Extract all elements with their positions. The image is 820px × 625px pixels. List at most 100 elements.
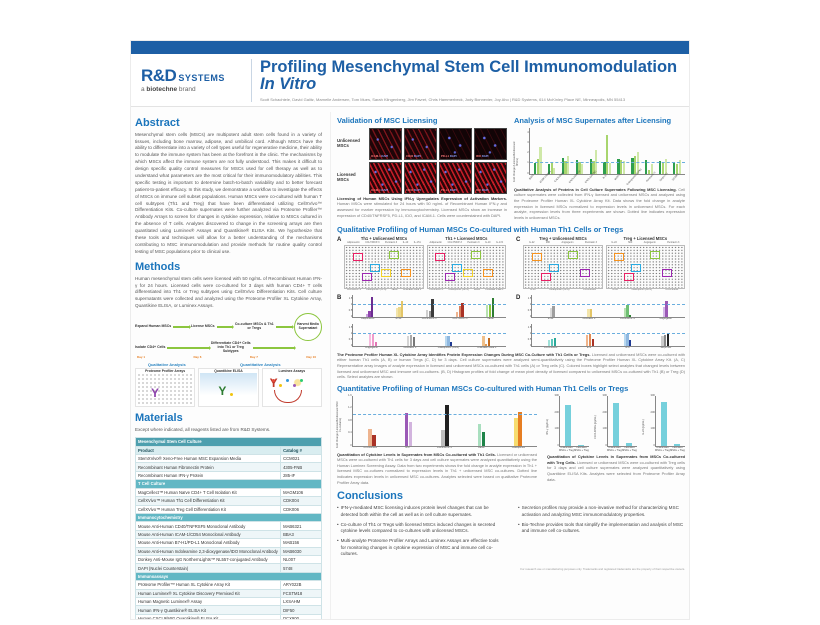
arrow-icon	[252, 344, 297, 351]
counterstain-name: DAPI	[413, 154, 421, 159]
catalog-cell: FCSTM18	[280, 588, 322, 599]
table-row: CellXVivo™ Human Treg Cell Differentiati…	[134, 504, 322, 514]
bar	[634, 156, 637, 174]
bar-group	[463, 424, 499, 446]
table-row: Recombinant Human Fibronectin Protein 430…	[134, 462, 322, 472]
bar	[401, 300, 404, 318]
x-label: Adiponectin	[361, 317, 375, 321]
bar	[514, 417, 518, 446]
bar-group	[500, 411, 536, 446]
counterstain-name: DAPI	[449, 154, 457, 159]
bar	[488, 304, 491, 318]
analyte-label: Adiponectin	[347, 241, 360, 245]
chart-plot: 0 100 200 300	[651, 394, 685, 447]
elisa-mini-chart: IL-22 (pg/mL) 0 100 200 300 Unlicensed MSCs +…	[642, 394, 685, 452]
bar	[664, 334, 667, 346]
quantitative-analysis-label: Quantitative Analysis	[240, 361, 281, 367]
analyte-labels-top: IL-22 MIF Angiogenin Pentraxin 3	[606, 241, 685, 245]
x-label: CCL7/MCP-3	[452, 317, 468, 321]
chart-main: 0 0.4 0.8 1.2 1.6 CXCL9/MIG IL-6 CCL2/MCP-1 VEGF…	[344, 394, 537, 450]
assay-illustration: Y	[263, 373, 320, 406]
bar	[372, 334, 375, 346]
qualitative-caption: The Proteome Profiler Human XL Cytokine …	[337, 352, 685, 380]
bar-group	[670, 160, 684, 174]
fluorescence-micrograph: IDO DAPI	[474, 127, 507, 160]
catalog-cell: MAB6321	[280, 521, 322, 531]
product-cell: Human Magnetic Luminex® Assay	[134, 596, 282, 607]
bar	[564, 161, 567, 174]
product-cell: Recombinant Human Fibronectin Protein	[134, 462, 282, 472]
bar	[409, 334, 412, 346]
bar	[450, 341, 453, 346]
micrograph-stain-label: PD-L1 DAPI	[441, 155, 457, 158]
dot-blot-panel: Treg + Unlicensed MSCs IL-22 MIF Angiogenin…	[523, 236, 603, 292]
bar	[444, 335, 447, 346]
conclusions-heading: Conclusions	[337, 490, 404, 503]
chart-plot: 0 0.5 1 1.5	[528, 295, 685, 319]
counterstain-name: DAPI	[449, 188, 457, 193]
stain-name: PD-L1	[441, 154, 450, 159]
bar	[485, 343, 488, 346]
catalog-cell: NL007	[280, 554, 322, 565]
product-cell: StemXVivo® Xeno-Free Human MSC Expansion…	[134, 454, 282, 464]
antibody-icon: Y	[218, 384, 227, 399]
table-row: Human CXCL9/MIG Quantikine® ELISA Kit DCX…	[134, 613, 322, 619]
fluorescence-micrograph: PD-L1 DAPI	[439, 161, 472, 194]
analyte-label: Osteopontin (OPN)	[448, 287, 469, 291]
conclusions-right: • Secretion profiles may provide a non-in…	[518, 505, 685, 561]
reference-line	[352, 413, 537, 415]
x-label: Licensed MSCs + Treg	[670, 445, 685, 452]
bar	[553, 338, 557, 346]
table-row: Human IFN-γ Quantikine® ELISA Kit DIF50	[134, 605, 322, 615]
substrate-icon	[230, 393, 234, 397]
counterstain-name: DAPI	[480, 188, 489, 193]
analyte-label: IL-10	[402, 241, 409, 245]
y-axis-label: IL-22 (pg/mL)	[642, 419, 645, 435]
x-label: Osteopontin	[511, 445, 526, 449]
bar-group	[614, 159, 628, 174]
bar	[589, 159, 592, 174]
x-label: CXCL9/MIG	[363, 445, 377, 449]
assay-illustration: Y	[137, 373, 194, 406]
micrograph-stain-label: IDO DAPI	[476, 189, 488, 192]
chart-plot: 0 0.4 0.8 1.2 1.6	[348, 394, 537, 447]
bullet-marker: •	[337, 521, 339, 527]
methods-body: Human mesenchymal stem cells were licens…	[135, 275, 322, 309]
x-label: CCL2/MCP-1	[619, 317, 635, 321]
catalog-cell: 5748	[280, 563, 322, 573]
highlight-box	[435, 253, 446, 262]
catalog-cell: DCX900	[280, 613, 322, 619]
analyte-labels-bottom: CCL2/MCP-1 Osteopontin (OPN) VEGF Chitinase…	[427, 287, 506, 292]
counterstain-name: DAPI	[413, 188, 421, 193]
materials-note: Except where indicated, all reagents lis…	[135, 427, 271, 433]
chart-main: 0 0.5 1 1.5 CXCL9/MIG IL-6 IL-8 Serpin E1	[523, 323, 685, 350]
x-axis-labels: CXCL9/MIG IL-6 CCL2/MCP-1 VEGF Osteopontin	[352, 445, 537, 450]
highlight-box	[631, 264, 642, 273]
dot-blot-title: Th1 + Licensed MSCs	[445, 235, 488, 241]
bar	[369, 334, 372, 346]
dot-blot-array	[605, 244, 685, 289]
micrograph-stain-label: ICAM-1 DAPI	[371, 155, 388, 158]
bead-icon	[292, 384, 296, 388]
chart-wrap: 0 0.5 1 1.5 Adiponectin IL-10 CCL2/MCP-1 CCL7/M…	[344, 295, 506, 321]
validation-caption: Licensing of Human MSCs Using IFN-γ Upre…	[337, 196, 507, 219]
analyte-label: Angiogenin	[643, 241, 656, 245]
bar	[575, 160, 578, 174]
analyte-labels-bottom: IL-10 Osteopontin (OPN) CXCL9/MIG	[523, 288, 602, 292]
bar-group	[475, 298, 505, 318]
bar	[595, 150, 598, 174]
bar-group	[354, 428, 390, 446]
workflow-day-labels: Day 1 Day 6 Day 7 Day 10	[135, 355, 322, 359]
bar	[395, 307, 398, 318]
bullet-text: Co-culture of Th1 or Tregs with licensed…	[340, 521, 496, 534]
bar	[591, 339, 594, 346]
product-cell: Recombinant Human IFN-γ Protein	[134, 470, 282, 481]
bar	[536, 159, 539, 174]
x-axis-labels: IL-22 Pentraxin 3 CCL2/MCP-1 Angiogenin	[531, 318, 685, 321]
bar	[487, 338, 491, 346]
dot-blot-panel: Treg + Licensed MSCs IL-22 MIF Angiogenin Pe…	[605, 236, 685, 292]
analyte-label: Adiponectin	[429, 241, 442, 245]
bar	[578, 444, 585, 446]
bar-group	[600, 134, 614, 174]
analyte-label: Pentraxin 3	[584, 241, 597, 245]
